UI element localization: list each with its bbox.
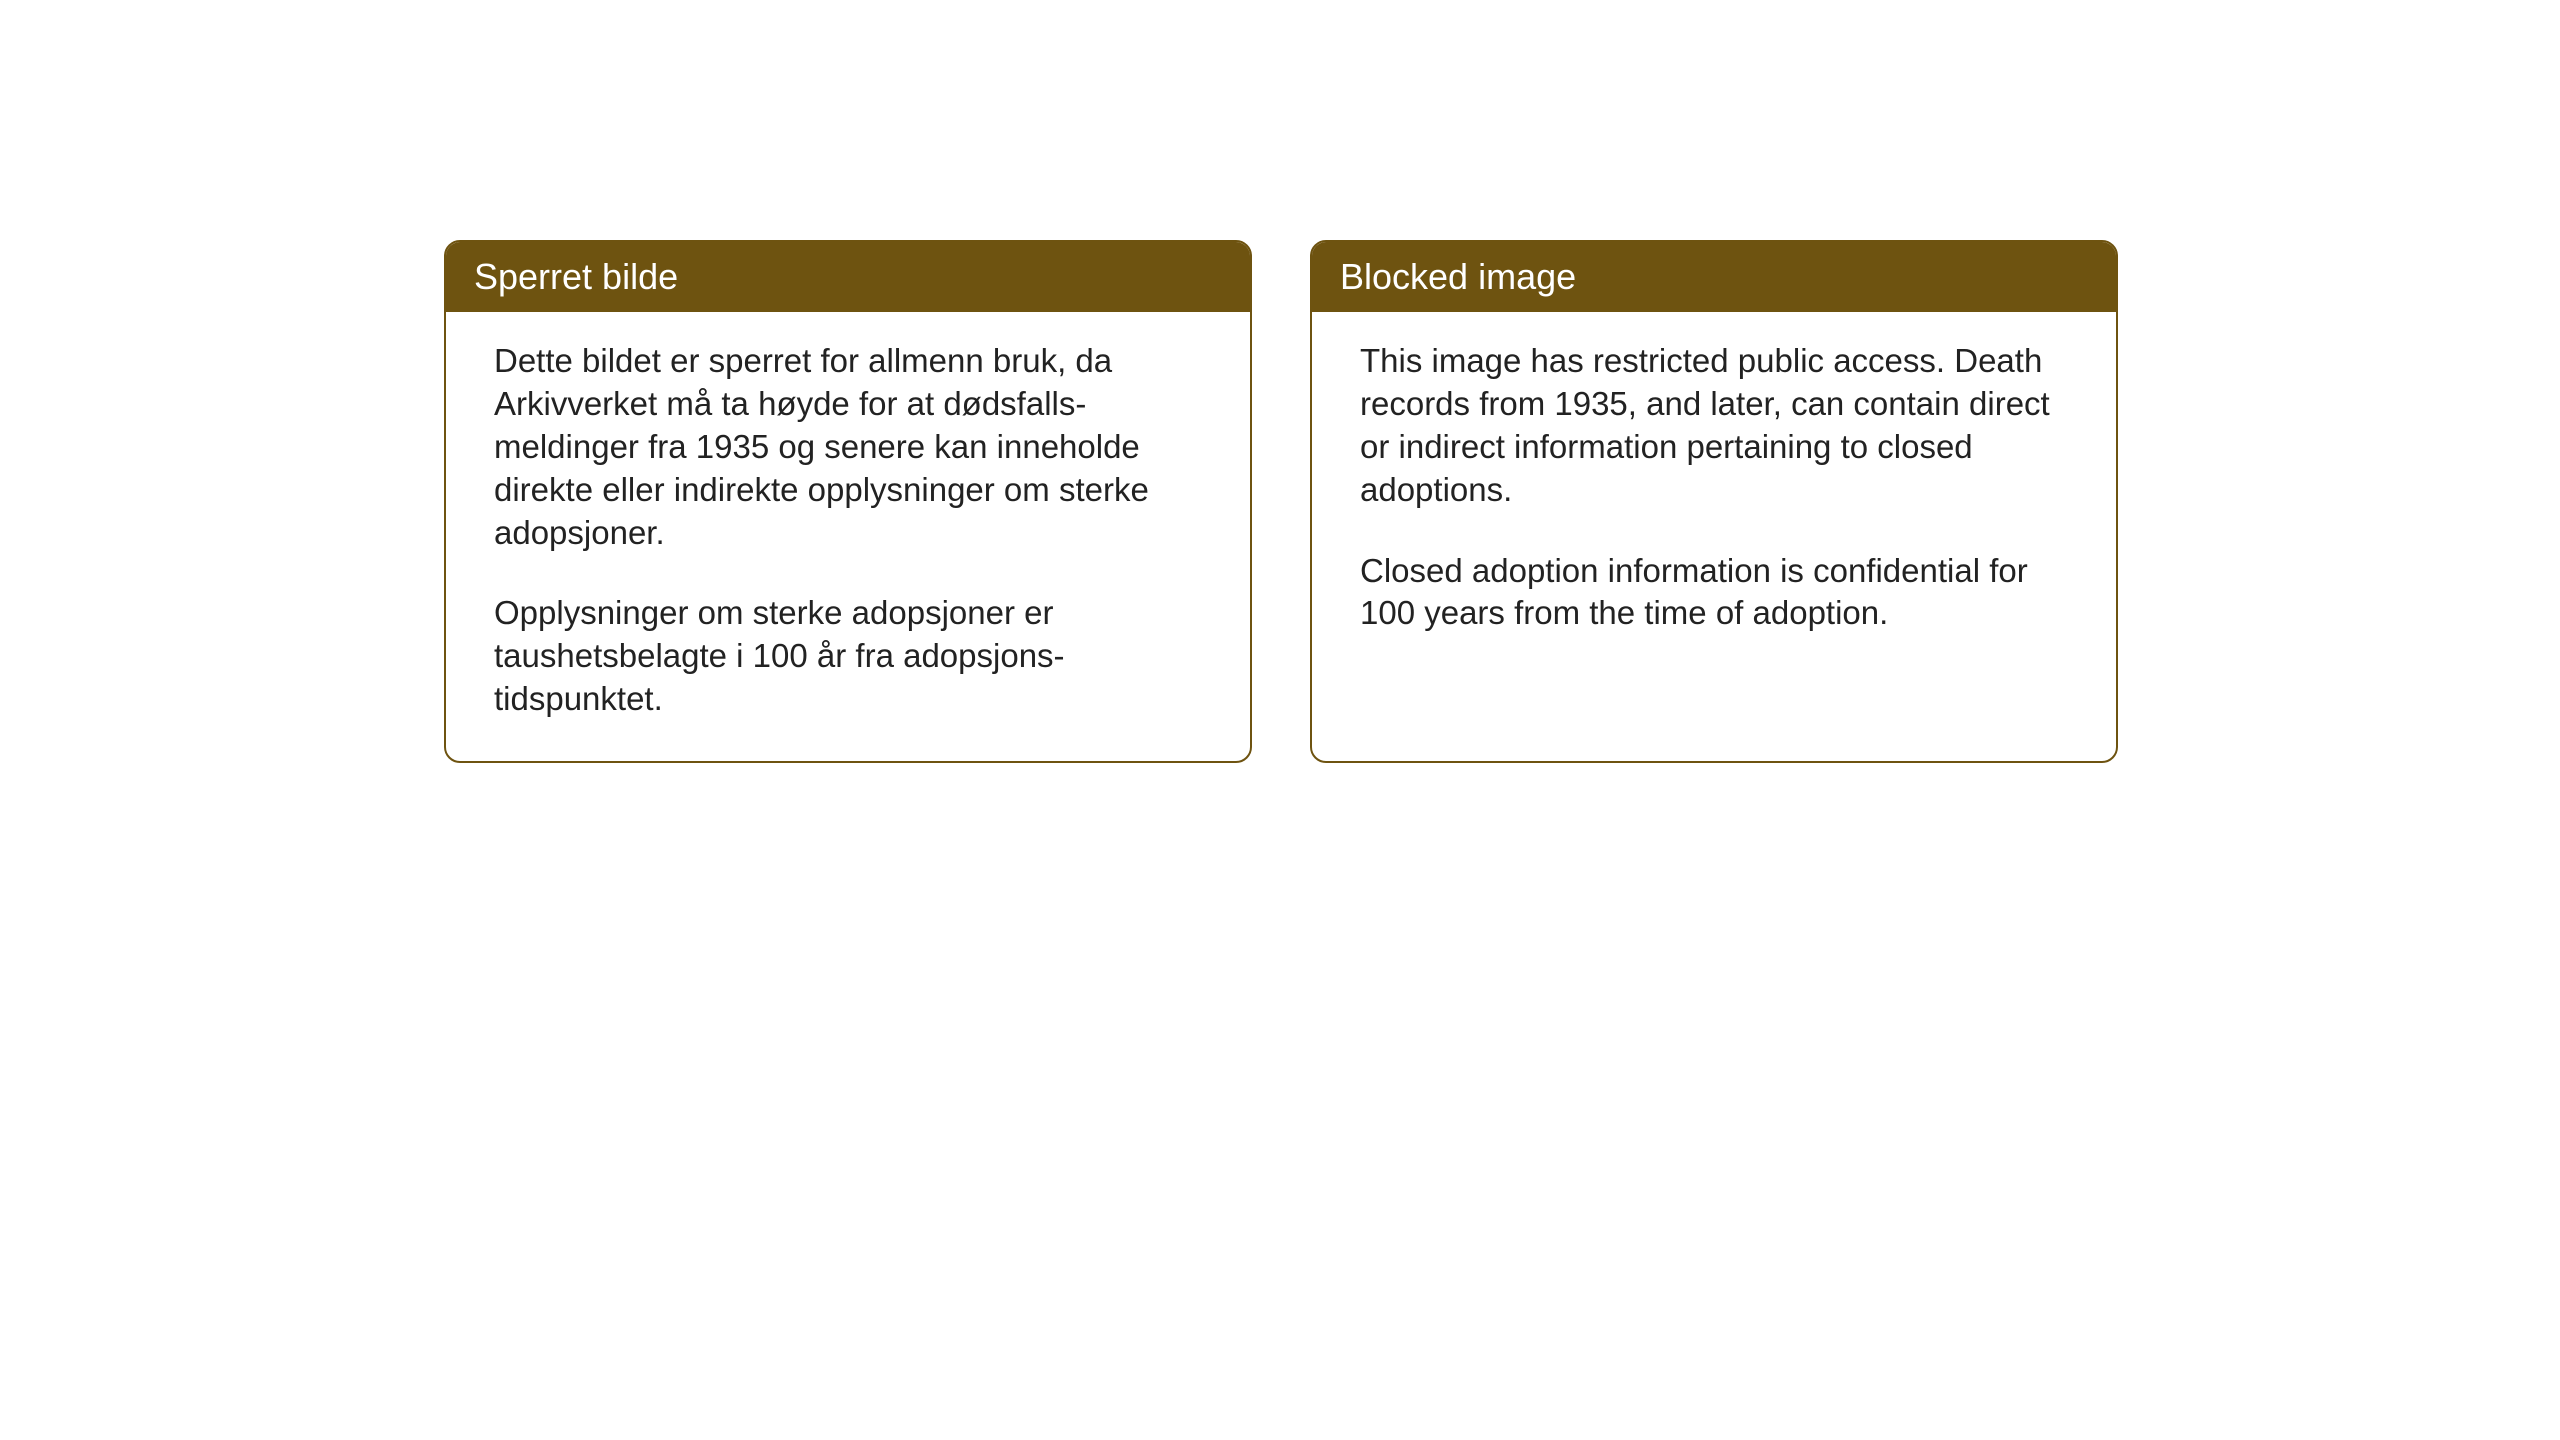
card-title-norwegian: Sperret bilde — [474, 256, 678, 297]
card-header-norwegian: Sperret bilde — [446, 242, 1250, 312]
card-body-english: This image has restricted public access.… — [1312, 312, 2116, 675]
card-paragraph: Closed adoption information is confident… — [1360, 550, 2068, 636]
notice-container: Sperret bilde Dette bildet er sperret fo… — [0, 0, 2560, 763]
card-title-english: Blocked image — [1340, 256, 1576, 297]
notice-card-english: Blocked image This image has restricted … — [1310, 240, 2118, 763]
card-paragraph: This image has restricted public access.… — [1360, 340, 2068, 512]
card-paragraph: Opplysninger om sterke adopsjoner er tau… — [494, 592, 1202, 721]
notice-card-norwegian: Sperret bilde Dette bildet er sperret fo… — [444, 240, 1252, 763]
card-paragraph: Dette bildet er sperret for allmenn bruk… — [494, 340, 1202, 554]
card-header-english: Blocked image — [1312, 242, 2116, 312]
card-body-norwegian: Dette bildet er sperret for allmenn bruk… — [446, 312, 1250, 761]
